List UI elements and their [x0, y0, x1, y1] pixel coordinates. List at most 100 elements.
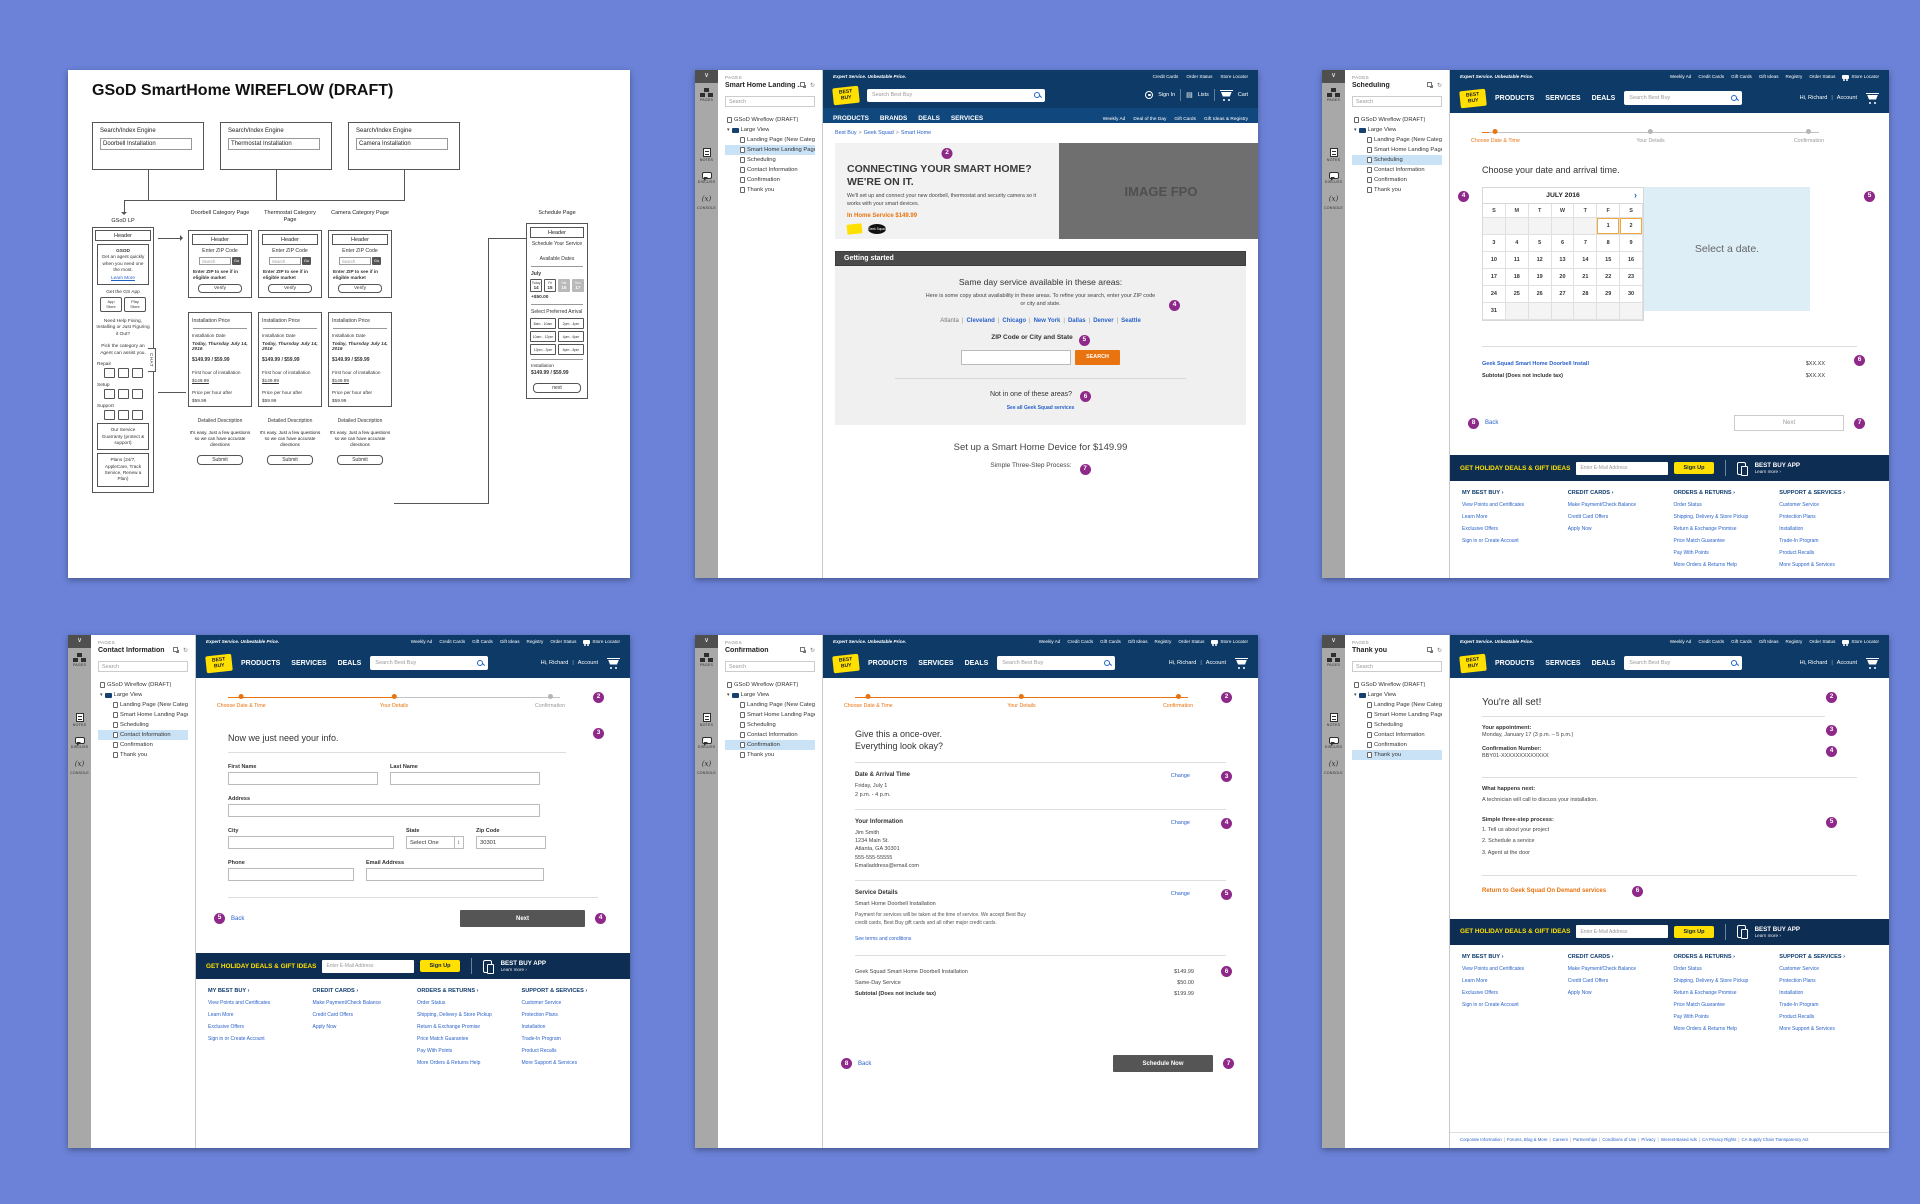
schedule-now-button[interactable]: Schedule Now: [1113, 1055, 1213, 1073]
calendar-day[interactable]: 1: [1597, 218, 1621, 235]
footer-link[interactable]: Pay With Points: [1673, 1013, 1709, 1020]
bestbuy-logo[interactable]: BEST BUY: [1459, 653, 1487, 673]
footer-link[interactable]: More Support & Services: [1779, 562, 1835, 568]
calendar-day[interactable]: 21: [1574, 269, 1598, 286]
calendar-day[interactable]: 11: [1505, 252, 1529, 269]
date-chip[interactable]: Today 14: [530, 278, 543, 292]
footer-link[interactable]: Order Status: [1673, 965, 1702, 972]
toolbar-item-discuss[interactable]: DISCUSS: [1322, 172, 1345, 184]
annotation-badge[interactable]: 6: [1080, 391, 1092, 403]
collapse-toolbar-button[interactable]: ∨: [1322, 70, 1345, 83]
footer-link[interactable]: More Orders & Returns Help: [1673, 562, 1737, 568]
calendar-day[interactable]: 2: [1620, 218, 1643, 235]
footer-link[interactable]: Protection Plans: [1779, 977, 1816, 984]
footer-link[interactable]: Apply Now: [1567, 526, 1592, 532]
topbar-link[interactable]: Order Status: [1809, 74, 1836, 79]
footer-column-title[interactable]: MY BEST BUY ›: [1462, 953, 1504, 960]
footer-link[interactable]: Return & Exchange Promise: [417, 1024, 481, 1030]
annotation-badge[interactable]: 5: [1826, 817, 1837, 828]
toolbar-item-discuss[interactable]: DISCUSS: [695, 737, 718, 749]
legal-link[interactable]: Conditions of Use: [1602, 1137, 1637, 1142]
page-tree-item[interactable]: GSoD Wireflow (DRAFT): [98, 680, 188, 690]
next-button[interactable]: Next: [1734, 415, 1844, 431]
footer-column-title[interactable]: CREDIT CARDS ›: [1567, 953, 1614, 960]
toolbar-item-console[interactable]: (x) CONSOLE: [1322, 194, 1345, 210]
annotation-badge[interactable]: 7: [1854, 417, 1865, 429]
city-link[interactable]: Dallas: [1067, 317, 1086, 324]
annotation-badge[interactable]: 6: [1632, 885, 1644, 897]
footer-link[interactable]: Make Payment/Check Balance: [312, 1000, 381, 1006]
email-signup-input[interactable]: Enter E-Mail Address: [1576, 461, 1669, 475]
footer-link[interactable]: More Support & Services: [521, 1060, 578, 1066]
nav-link[interactable]: Gift Cards: [1174, 116, 1196, 122]
annotation-badge[interactable]: 2: [1826, 692, 1837, 703]
nav-deals[interactable]: DEALS: [1591, 94, 1616, 102]
annotation-badge[interactable]: 8: [841, 1058, 852, 1070]
footer-link[interactable]: Credit Card Offers: [312, 1012, 353, 1018]
footer-column-title[interactable]: SUPPORT & SERVICES ›: [1779, 490, 1846, 496]
calendar-day[interactable]: 3: [1483, 235, 1506, 252]
engine-query[interactable]: Thermostat Installation: [228, 138, 320, 150]
see-all-services-link[interactable]: See all Geek Squad services: [1006, 405, 1075, 412]
go-button[interactable]: Go: [302, 257, 311, 265]
page-tree-item[interactable]: Scheduling: [1352, 155, 1442, 165]
store-locator-link[interactable]: Store Locator: [1211, 639, 1248, 646]
footer-link[interactable]: View Points and Certificates: [1462, 965, 1525, 972]
topbar-link[interactable]: Credit Cards: [1152, 73, 1179, 79]
footer-link[interactable]: Installation: [521, 1024, 546, 1030]
category-tile[interactable]: [103, 368, 115, 379]
calendar-day[interactable]: 28: [1574, 286, 1598, 303]
page-tree-item[interactable]: Scheduling: [725, 720, 815, 730]
step-choose-date[interactable]: Choose Date & Time: [1471, 129, 1520, 144]
search-box[interactable]: Search Best Buy: [1624, 656, 1743, 670]
footer-link[interactable]: More Orders & Returns Help: [1673, 1025, 1737, 1032]
pages-search-input[interactable]: Search: [98, 661, 188, 672]
step-your-details[interactable]: Your Details: [1007, 694, 1036, 709]
calendar-day[interactable]: 27: [1551, 286, 1575, 303]
calendar-day[interactable]: 12: [1528, 252, 1552, 269]
submit-button[interactable]: Submit: [337, 455, 383, 466]
return-link[interactable]: Return to Geek Squad On Demand services: [1482, 888, 1607, 895]
legal-link[interactable]: CA Privacy Rights: [1702, 1137, 1737, 1142]
city-link[interactable]: Cleveland: [966, 317, 995, 324]
submit-button[interactable]: Submit: [267, 455, 313, 466]
email-signup-input[interactable]: Enter E-Mail Address: [1576, 925, 1669, 939]
topbar-link[interactable]: Credit Cards: [439, 639, 466, 644]
city-link[interactable]: Chicago: [1002, 317, 1027, 324]
toolbar-item-discuss[interactable]: DISCUSS: [68, 737, 91, 749]
cart-icon[interactable]: [607, 657, 620, 669]
page-tree-item[interactable]: GSoD Wireflow (DRAFT): [1352, 680, 1442, 690]
search-box[interactable]: Search Best Buy: [867, 88, 1045, 102]
search-box[interactable]: Search Best Buy: [370, 656, 489, 670]
calendar-day[interactable]: 24: [1483, 286, 1506, 303]
duplicate-icon[interactable]: [1426, 82, 1432, 87]
submit-button[interactable]: Submit: [197, 455, 243, 466]
footer-column-title[interactable]: CREDIT CARDS ›: [1567, 490, 1614, 496]
time-slot[interactable]: 6pm - 8pm: [558, 344, 584, 356]
topbar-link[interactable]: Registry: [1785, 639, 1803, 644]
calendar-day[interactable]: 22: [1597, 269, 1621, 286]
app-learn-more[interactable]: Learn more ›: [1754, 932, 1781, 938]
sign-in-link[interactable]: Sign In: [1158, 92, 1176, 98]
page-tree-item[interactable]: Thank you: [725, 185, 815, 195]
legal-link[interactable]: Partnerships: [1573, 1137, 1598, 1142]
footer-link[interactable]: Trade-In Program: [1779, 538, 1819, 544]
breadcrumb-link[interactable]: Geek Squad: [863, 130, 894, 136]
app-learn-more[interactable]: Learn more ›: [1754, 469, 1781, 474]
zip-input[interactable]: 30301: [476, 836, 546, 849]
step-choose-date[interactable]: Choose Date & Time: [844, 694, 893, 709]
topbar-link[interactable]: Registry: [526, 639, 544, 644]
search-icon[interactable]: [1104, 660, 1111, 666]
nav-link[interactable]: Gift Ideas & Registry: [1204, 116, 1248, 122]
verify-button[interactable]: Verify: [338, 284, 382, 294]
pages-search-input[interactable]: Search: [725, 661, 815, 672]
topbar-link[interactable]: Gift Cards: [1731, 639, 1752, 644]
topbar-link[interactable]: Order Status: [1178, 639, 1205, 644]
annotation-badge[interactable]: 2: [941, 148, 953, 159]
annotation-badge[interactable]: 6: [1854, 355, 1865, 366]
toolbar-item-pages[interactable]: PAGES: [68, 653, 91, 667]
time-slot[interactable]: 8am - 10am: [530, 318, 556, 330]
toolbar-item-discuss[interactable]: DISCUSS: [1322, 737, 1345, 749]
signup-button[interactable]: Sign Up: [1674, 462, 1714, 474]
footer-link[interactable]: Price Match Guarantee: [1673, 538, 1725, 544]
